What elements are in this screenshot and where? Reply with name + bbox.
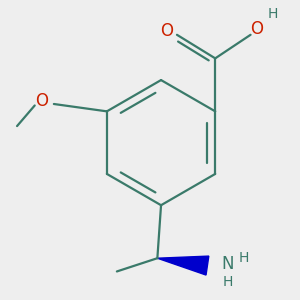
Text: O: O [160, 22, 173, 40]
Text: N: N [222, 255, 234, 273]
Text: H: H [223, 275, 233, 289]
Text: O: O [36, 92, 49, 110]
Text: H: H [239, 251, 249, 265]
Polygon shape [158, 256, 209, 275]
Text: H: H [268, 7, 278, 21]
Text: O: O [250, 20, 263, 38]
